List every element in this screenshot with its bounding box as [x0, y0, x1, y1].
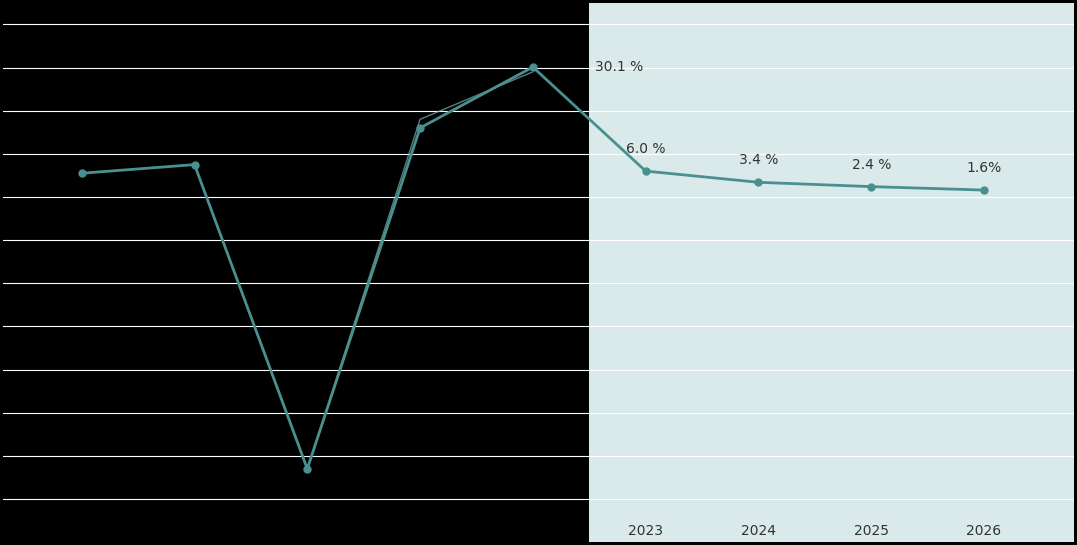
Text: 6.0 %: 6.0 %	[626, 142, 666, 156]
Text: 2023: 2023	[628, 524, 663, 538]
Text: 2025: 2025	[854, 524, 889, 538]
Text: 2026: 2026	[966, 524, 1002, 538]
Text: 3.4 %: 3.4 %	[739, 153, 778, 167]
Text: 1.6%: 1.6%	[966, 161, 1002, 175]
Text: 2.4 %: 2.4 %	[852, 158, 891, 172]
Text: 30.1 %: 30.1 %	[595, 60, 643, 74]
Bar	[589, 3, 1074, 542]
Text: 2024: 2024	[741, 524, 775, 538]
